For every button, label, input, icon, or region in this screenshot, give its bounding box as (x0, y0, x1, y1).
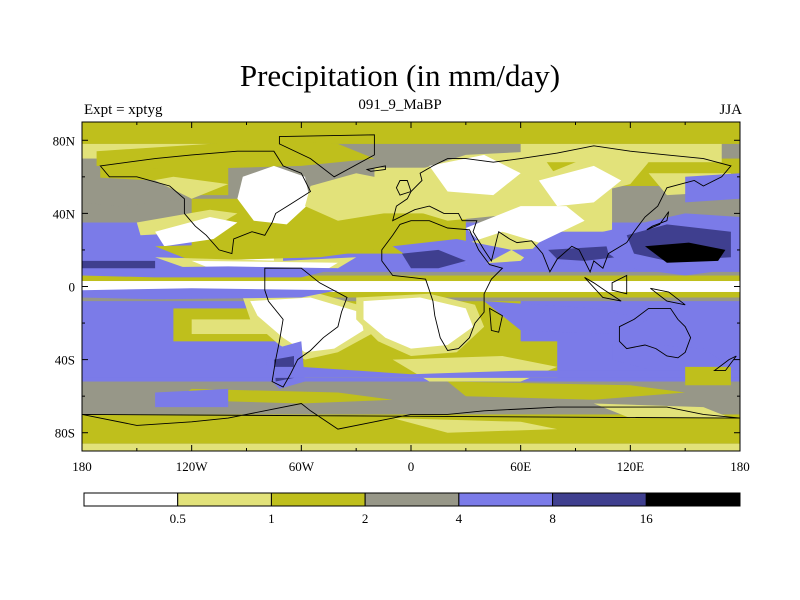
coastline (584, 277, 622, 302)
coastline (365, 165, 386, 172)
colorbar-swatch (364, 492, 460, 507)
colorbar-label: 16 (640, 511, 654, 526)
coastline (381, 220, 504, 351)
field-region (237, 165, 311, 225)
colorbar: 0.5 1 2 4 8 16 (83, 492, 741, 526)
field-region (136, 209, 238, 236)
field-band (82, 122, 740, 144)
coastline (278, 134, 375, 178)
field-region (484, 301, 649, 334)
coastline (650, 287, 686, 306)
x-axis: 180 120W 60W 0 60E 120E 180 (72, 122, 750, 474)
coastline (489, 307, 503, 333)
x-tick-label: 120W (176, 459, 209, 474)
field-region (82, 366, 740, 378)
x-tick-label: 60W (289, 459, 315, 474)
field-region (155, 388, 229, 408)
field-region (82, 288, 338, 300)
precipitation-field (82, 122, 740, 451)
coastline (99, 150, 312, 255)
colorbar-swatch (552, 492, 647, 507)
y-tick-label: 40N (53, 206, 76, 221)
colorbar-swatch (458, 492, 554, 507)
field-region (685, 366, 731, 386)
field-region (96, 140, 375, 170)
season-label: JJA (719, 102, 742, 118)
x-tick-label: 0 (408, 459, 415, 474)
field-region (191, 260, 338, 269)
field-region (305, 173, 393, 221)
x-tick-label: 120E (617, 459, 645, 474)
field-region (685, 173, 740, 203)
x-tick-label: 180 (730, 459, 750, 474)
colorbar-swatch (645, 492, 741, 507)
field-region (363, 297, 474, 349)
coastline (392, 145, 732, 274)
field-region (538, 165, 622, 207)
field-region (173, 388, 393, 404)
colorbar-label: 2 (362, 511, 369, 526)
field-region (82, 266, 338, 278)
colorbar-label: 0.5 (170, 511, 186, 526)
coastline (395, 180, 412, 196)
continent-outlines (82, 134, 740, 430)
x-tick-label: 180 (72, 459, 92, 474)
colorbar-swatch (270, 492, 366, 507)
coastline (713, 355, 737, 372)
field-region (447, 381, 686, 400)
coastline (646, 211, 670, 231)
y-tick-label: 80S (55, 426, 75, 441)
coastline (264, 267, 348, 388)
coastline (618, 307, 692, 359)
y-axis: 80N 40N 0 40S 80S (53, 133, 740, 441)
field-region (250, 297, 364, 353)
field-region (155, 242, 375, 261)
field-region (612, 341, 731, 375)
colorbar-label: 4 (456, 511, 463, 526)
period-label: 091_9_MaBP (358, 97, 442, 113)
y-tick-label: 40S (55, 353, 75, 368)
chart-title: Precipitation (in mm/day) (239, 58, 561, 93)
y-tick-label: 0 (69, 280, 76, 295)
field-region (401, 249, 466, 269)
coastline (82, 403, 740, 430)
field-region (392, 418, 558, 433)
field-region (548, 246, 616, 261)
field-band (520, 143, 722, 163)
field-region (82, 176, 192, 207)
x-tick-label: 60E (510, 459, 531, 474)
field-region (645, 242, 726, 263)
colorbar-swatch (83, 492, 179, 507)
colorbar-label: 1 (268, 511, 275, 526)
colorbar-label: 8 (549, 511, 556, 526)
field-region (82, 260, 156, 269)
experiment-label: Expt = xptyg (84, 102, 163, 118)
colorbar-swatch (177, 492, 272, 507)
y-tick-label: 80N (53, 133, 76, 148)
field-band (82, 281, 740, 292)
field-region (155, 217, 238, 247)
coastline (611, 274, 628, 295)
field-region (429, 154, 521, 196)
